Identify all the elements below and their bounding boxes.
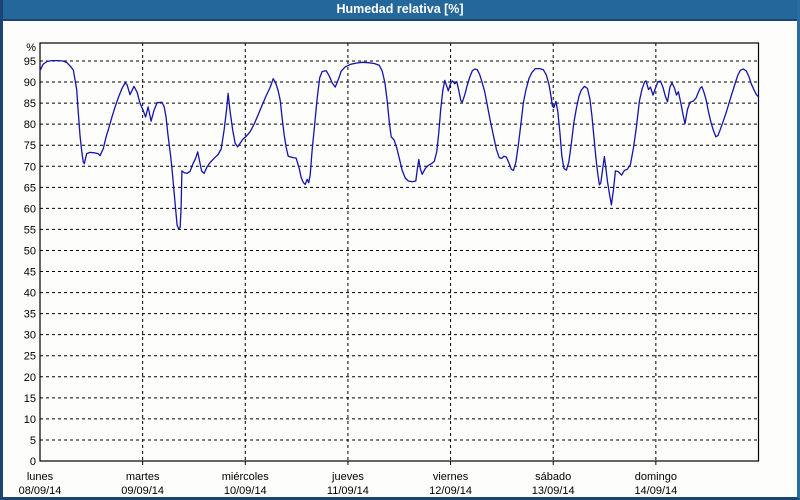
x-axis-day-label: sábado [535, 471, 571, 483]
x-axis-date-label: 10/09/14 [224, 485, 267, 497]
y-axis-tick-label: 70 [24, 161, 36, 173]
humidity-series-line [39, 59, 760, 230]
y-axis-tick-label: 5 [30, 435, 36, 447]
x-axis-day-label: viernes [433, 471, 469, 483]
y-axis-tick-label: 80 [24, 119, 36, 131]
y-axis-tick-label: 30 [24, 330, 36, 342]
y-axis-tick-label: 60 [24, 203, 36, 215]
y-axis-tick-label: 35 [24, 309, 36, 321]
x-axis-day-label: miércoles [222, 471, 270, 483]
y-axis-tick-label: 0 [30, 456, 36, 468]
y-axis-tick-label: 15 [24, 393, 36, 405]
x-axis-date-label: 13/09/14 [532, 485, 575, 497]
y-axis-tick-label: 10 [24, 414, 36, 426]
y-axis-tick-label: 65 [24, 182, 36, 194]
x-axis-day-label: domingo [635, 471, 677, 483]
y-axis-tick-label: 25 [24, 351, 36, 363]
humidity-line-chart: 0 5 10 15 20 25 30 35 40 45 50 55 60 65 70 75 80 85 90 95% l… [19, 42, 760, 497]
y-axis-tick-label: 20 [24, 372, 36, 384]
axis-frame [39, 42, 760, 462]
x-axis-date-label: 09/09/14 [121, 485, 164, 497]
y-axis-tick-label: 45 [24, 267, 36, 279]
x-axis-date-label: 08/09/14 [19, 485, 62, 497]
x-axis-day-label: martes [126, 471, 160, 483]
chart-title: Humedad relativa [%] [336, 2, 464, 16]
y-axis-tick-label: 95 [24, 56, 36, 68]
y-axis-tick-label: 55 [24, 224, 36, 236]
y-axis-unit-label: % [26, 42, 36, 54]
y-axis-tick-label: 75 [24, 140, 36, 152]
x-axis-day-label: jueves [331, 471, 364, 483]
y-axis-tick-label: 90 [24, 77, 36, 89]
x-axis-date-label: 14/09/14 [634, 485, 677, 497]
x-axis-date-label: 11/09/14 [327, 485, 369, 497]
y-axis-tick-label: 85 [24, 98, 36, 110]
y-axis-tick-label: 50 [24, 245, 36, 257]
x-axis-date-label: 12/09/14 [429, 485, 472, 497]
y-axis-tick-label: 40 [24, 288, 36, 300]
chart-title-bar: Humedad relativa [%] [3, 0, 797, 21]
x-axis-day-label: lunes [27, 471, 54, 483]
